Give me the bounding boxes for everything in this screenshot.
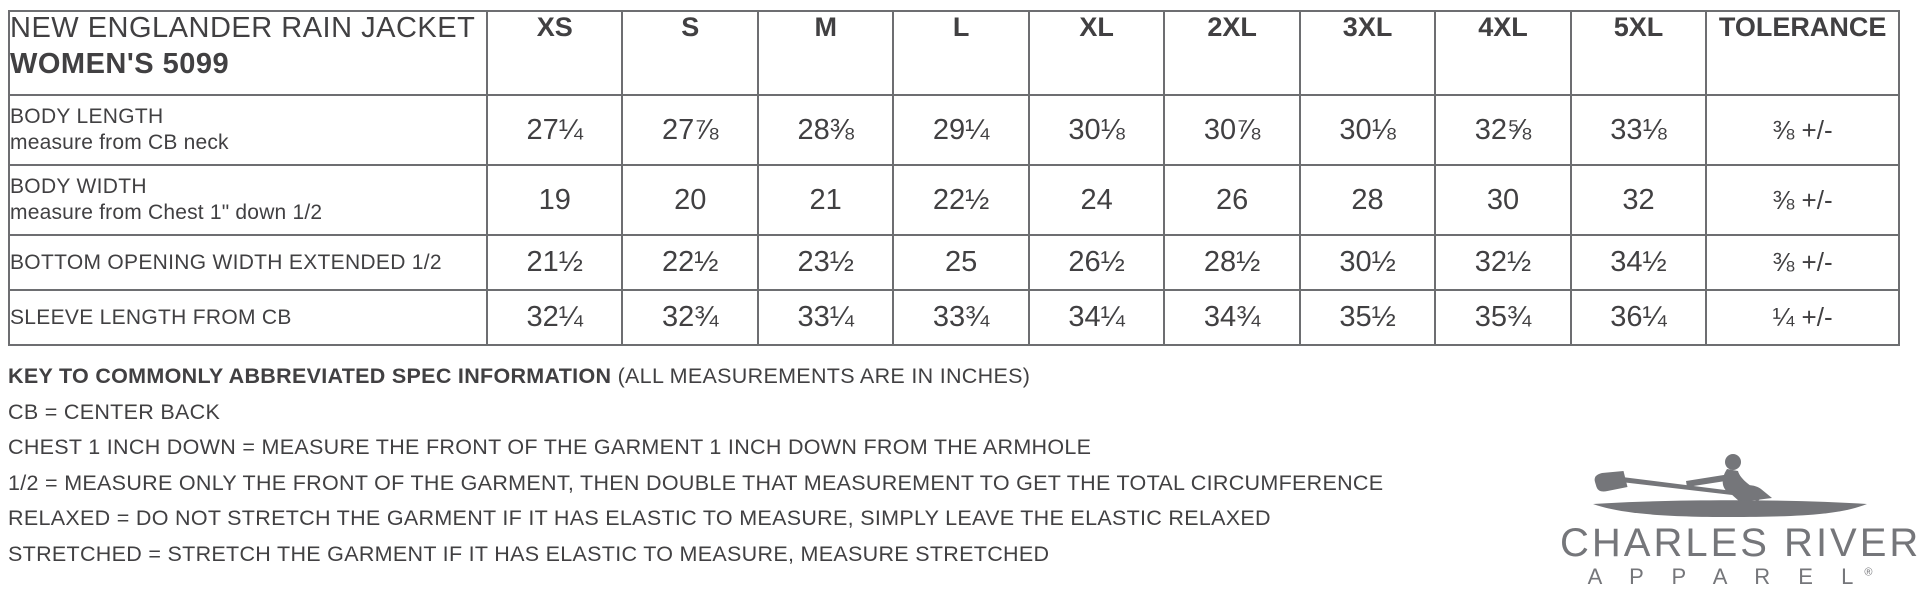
measurement-value: 21½ bbox=[486, 234, 624, 291]
measurement-value: 30 bbox=[1434, 164, 1572, 236]
tolerance-value: ⅜ +/- bbox=[1705, 164, 1900, 236]
key-title: KEY TO COMMONLY ABBREVIATED SPEC INFORMA… bbox=[8, 359, 1920, 395]
size-column-header-5xl: 5XL bbox=[1569, 10, 1708, 96]
spec-label-cell: BODY LENGTH measure from CB neck bbox=[7, 94, 489, 166]
size-column-header-xl: XL bbox=[1027, 10, 1166, 96]
measurement-value: 26½ bbox=[1027, 234, 1166, 291]
measurement-value: 30½ bbox=[1298, 234, 1437, 291]
measurement-value: 30⅞ bbox=[1163, 94, 1301, 166]
key-definition-line: STRETCHED = STRETCH THE GARMENT IF IT HA… bbox=[8, 541, 1050, 566]
size-column-header-xs: XS bbox=[486, 10, 624, 96]
tolerance-value: ⅜ +/- bbox=[1705, 94, 1900, 166]
key-definition-line: 1/2 = MEASURE ONLY THE FRONT OF THE GARM… bbox=[8, 470, 1384, 495]
tolerance-column-header: TOLERANCE bbox=[1705, 10, 1900, 96]
size-column-header-s: S bbox=[621, 10, 759, 96]
product-name: NEW ENGLANDER RAIN JACKET bbox=[10, 12, 476, 44]
spec-row: SLEEVE LENGTH FROM CB 32¼ 32¾ 33¼ 33¾ 34¼ 34¾ 3… bbox=[7, 289, 1900, 346]
measurement-value: 24 bbox=[1027, 164, 1166, 236]
measurement-value: 30⅛ bbox=[1298, 94, 1437, 166]
brand-subname: A P P A R E L® bbox=[1560, 563, 1900, 589]
measurement-value: 21 bbox=[756, 164, 895, 236]
size-chart-table: NEW ENGLANDER RAIN JACKET WOMEN'S 5099 X… bbox=[7, 10, 1900, 346]
spec-label-cell: BODY WIDTH measure from Chest 1" down 1/2 bbox=[7, 164, 489, 236]
measurement-value: 22½ bbox=[892, 164, 1030, 236]
spec-label: BODY LENGTH bbox=[10, 105, 164, 128]
measurement-value: 34½ bbox=[1569, 234, 1708, 291]
measurement-value: 25 bbox=[892, 234, 1030, 291]
registered-trademark: ® bbox=[1864, 566, 1873, 579]
product-title-cell: NEW ENGLANDER RAIN JACKET WOMEN'S 5099 bbox=[7, 10, 489, 96]
spec-label: SLEEVE LENGTH FROM CB bbox=[10, 305, 292, 329]
key-definition-line: CB = CENTER BACK bbox=[8, 399, 221, 424]
rower-boat-icon bbox=[1593, 453, 1867, 517]
measurement-value: 22½ bbox=[621, 234, 759, 291]
measurement-value: 28⅜ bbox=[756, 94, 895, 166]
measurement-value: 33¾ bbox=[892, 289, 1030, 346]
measurement-value: 20 bbox=[621, 164, 759, 236]
measurement-value: 32 bbox=[1569, 164, 1708, 236]
size-column-header-l: L bbox=[892, 10, 1030, 96]
measurement-value: 35½ bbox=[1298, 289, 1437, 346]
size-column-header-2xl: 2XL bbox=[1163, 10, 1301, 96]
tolerance-value: ¼ +/- bbox=[1705, 289, 1900, 346]
product-style-number: WOMEN'S 5099 bbox=[10, 48, 230, 80]
key-title-bold: KEY TO COMMONLY ABBREVIATED SPEC INFORMA… bbox=[8, 364, 612, 388]
measurement-value: 28½ bbox=[1163, 234, 1301, 291]
key-section: KEY TO COMMONLY ABBREVIATED SPEC INFORMA… bbox=[8, 359, 1920, 572]
brand-name: CHARLES RIVER bbox=[1560, 520, 1920, 565]
measurement-value: 34¾ bbox=[1163, 289, 1301, 346]
measurement-value: 34¼ bbox=[1027, 289, 1166, 346]
measurement-value: 23½ bbox=[756, 234, 895, 291]
spec-label: BODY WIDTH bbox=[10, 175, 147, 198]
measurement-value: 35¾ bbox=[1434, 289, 1572, 346]
spec-label: BOTTOM OPENING WIDTH EXTENDED 1/2 bbox=[10, 250, 442, 274]
measurement-value: 32⅝ bbox=[1434, 94, 1572, 166]
spec-label-cell: BOTTOM OPENING WIDTH EXTENDED 1/2 bbox=[7, 234, 489, 291]
size-column-header-m: M bbox=[756, 10, 895, 96]
measurement-value: 26 bbox=[1163, 164, 1301, 236]
key-definition-line: RELAXED = DO NOT STRETCH THE GARMENT IF … bbox=[8, 506, 1271, 530]
measurement-value: 19 bbox=[486, 164, 624, 236]
measurement-value: 30⅛ bbox=[1027, 94, 1166, 166]
spec-row: BODY LENGTH measure from CB neck 27¼ 27⅞ 28⅜… bbox=[7, 94, 1900, 166]
spec-label-cell: SLEEVE LENGTH FROM CB bbox=[7, 289, 489, 346]
size-column-header-3xl: 3XL bbox=[1298, 10, 1437, 96]
measurement-value: 28 bbox=[1298, 164, 1437, 236]
brand-subname-text: A P P A R E L bbox=[1587, 563, 1865, 589]
key-title-note: (ALL MEASUREMENTS ARE IN INCHES) bbox=[611, 364, 1031, 388]
brand-logo: CHARLES RIVER A P P A R E L® bbox=[1560, 448, 1920, 589]
measurement-value: 33¼ bbox=[756, 289, 895, 346]
measurement-value: 32¾ bbox=[621, 289, 759, 346]
key-definition-line: CHEST 1 INCH DOWN = MEASURE THE FRONT OF… bbox=[8, 435, 1092, 459]
measurement-value: 32¼ bbox=[486, 289, 624, 346]
measurement-value: 29¼ bbox=[892, 94, 1030, 166]
spec-row: BOTTOM OPENING WIDTH EXTENDED 1/2 21½ 22½ 2… bbox=[7, 234, 1900, 291]
header-row: NEW ENGLANDER RAIN JACKET WOMEN'S 5099 X… bbox=[7, 10, 1900, 96]
measurement-value: 27¼ bbox=[486, 94, 624, 166]
measurement-value: 27⅞ bbox=[621, 94, 759, 166]
size-column-header-4xl: 4XL bbox=[1434, 10, 1572, 96]
spec-row: BODY WIDTH measure from Chest 1" down 1/2… bbox=[7, 164, 1900, 236]
measurement-value: 36¼ bbox=[1569, 289, 1708, 346]
spec-sublabel: measure from CB neck bbox=[10, 131, 229, 154]
measurement-value: 33⅛ bbox=[1569, 94, 1708, 166]
measurement-value: 32½ bbox=[1434, 234, 1572, 291]
spec-sublabel: measure from Chest 1" down 1/2 bbox=[10, 201, 323, 224]
tolerance-value: ⅜ +/- bbox=[1705, 234, 1900, 291]
